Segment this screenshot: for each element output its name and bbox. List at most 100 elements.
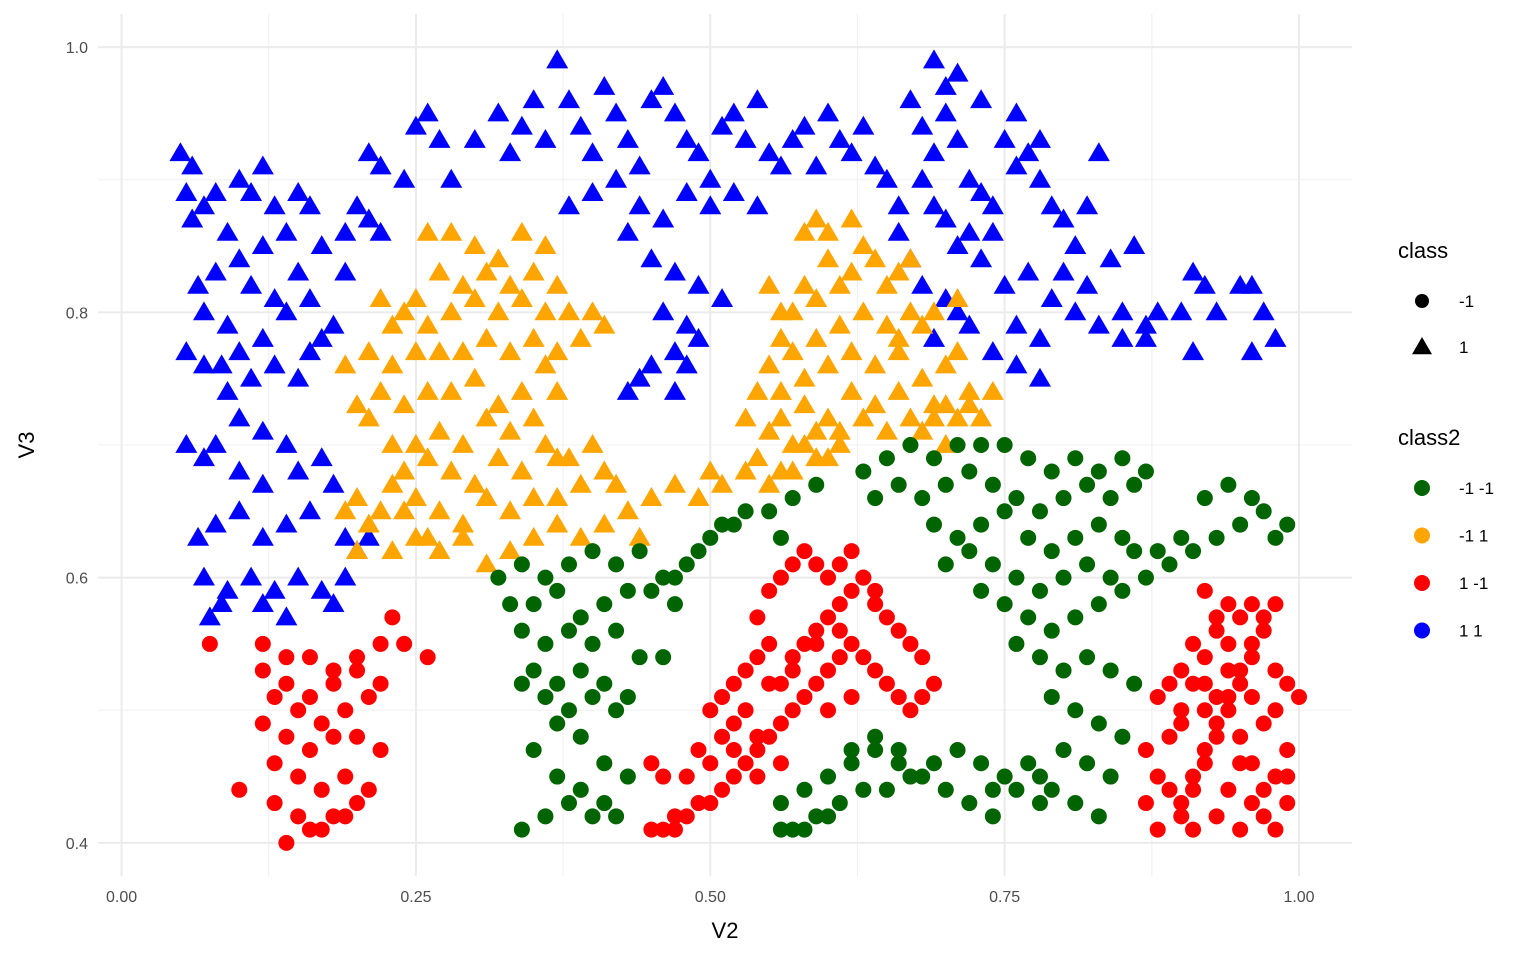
data-point [1076,274,1099,294]
data-point [1232,675,1249,692]
data-point [769,460,792,480]
legend-key-circle-icon [1414,527,1430,544]
data-point [192,195,215,215]
data-point [616,380,639,400]
data-point [875,420,898,440]
data-point [831,622,848,639]
data-point [452,513,475,533]
data-point [949,742,966,759]
data-point [428,500,451,520]
legend-label: 1 [1459,338,1468,357]
x-axis-ticks: 0.00 0.25 0.50 0.75 1.00 [106,889,1315,906]
data-point [1114,582,1131,599]
data-point [949,437,966,453]
data-point [663,380,686,400]
data-point [1055,569,1072,586]
data-point [640,89,663,109]
data-point [887,261,910,281]
data-point [769,380,792,400]
data-point [1052,208,1075,228]
data-point [334,221,357,241]
data-point [1208,688,1225,705]
data-point [699,195,722,215]
data-point [1185,635,1202,652]
data-point [675,182,698,201]
data-point [805,420,828,440]
data-point [569,526,592,546]
data-point [1255,503,1272,520]
data-point [1028,327,1051,347]
data-point [867,582,884,599]
data-point [887,341,910,361]
data-point [440,380,463,400]
data-point [263,195,286,215]
data-point [1111,327,1134,347]
data-point [251,526,274,546]
data-point [452,274,475,294]
data-point [266,795,283,812]
data-point [510,460,533,480]
data-point [546,487,569,506]
data-point [475,407,498,427]
legend-label: 1 1 [1459,622,1483,641]
data-point [722,102,745,122]
data-point [981,380,1004,400]
data-point [381,314,404,334]
data-point [240,367,263,387]
data-point [534,434,557,453]
data-point [746,447,769,467]
data-point [192,354,215,374]
data-point [1031,768,1048,785]
data-point [1137,795,1154,812]
data-point [522,261,545,281]
data-point [175,434,198,453]
data-point [560,702,577,719]
data-point [761,675,778,692]
data-point [334,261,357,281]
data-point [452,526,475,546]
data-point [1267,768,1284,785]
data-point [1220,702,1237,719]
data-point [852,235,875,254]
data-point [984,781,1001,798]
data-point [301,649,318,666]
data-point [1220,781,1237,798]
data-point [1008,781,1025,798]
data-point [192,301,215,321]
data-point [1279,795,1296,812]
data-point [793,367,816,387]
data-point [914,688,931,705]
data-point [251,155,274,175]
data-point [463,235,486,254]
data-point [228,500,251,520]
data-point [996,437,1013,453]
data-point [781,128,804,148]
data-point [298,195,321,215]
legend-title: class2 [1398,425,1460,450]
data-point [746,89,769,109]
data-point [961,543,978,560]
data-point [793,394,816,414]
data-point [381,473,404,493]
data-point [796,688,813,705]
data-point [1267,662,1284,679]
data-point [1020,450,1037,467]
data-point [758,274,781,294]
data-point [404,434,427,453]
data-point [722,182,745,201]
data-point [522,327,545,347]
data-point [1005,314,1028,334]
data-point [357,341,380,361]
data-point [652,301,675,321]
data-point [1243,635,1260,652]
data-point [761,503,778,520]
data-point [749,649,766,666]
data-point [337,808,354,825]
data-point [1067,702,1084,719]
data-point [958,314,981,334]
data-point [254,715,271,732]
data-point [522,526,545,546]
data-point [475,327,498,347]
data-point [393,168,416,188]
data-point [334,526,357,546]
